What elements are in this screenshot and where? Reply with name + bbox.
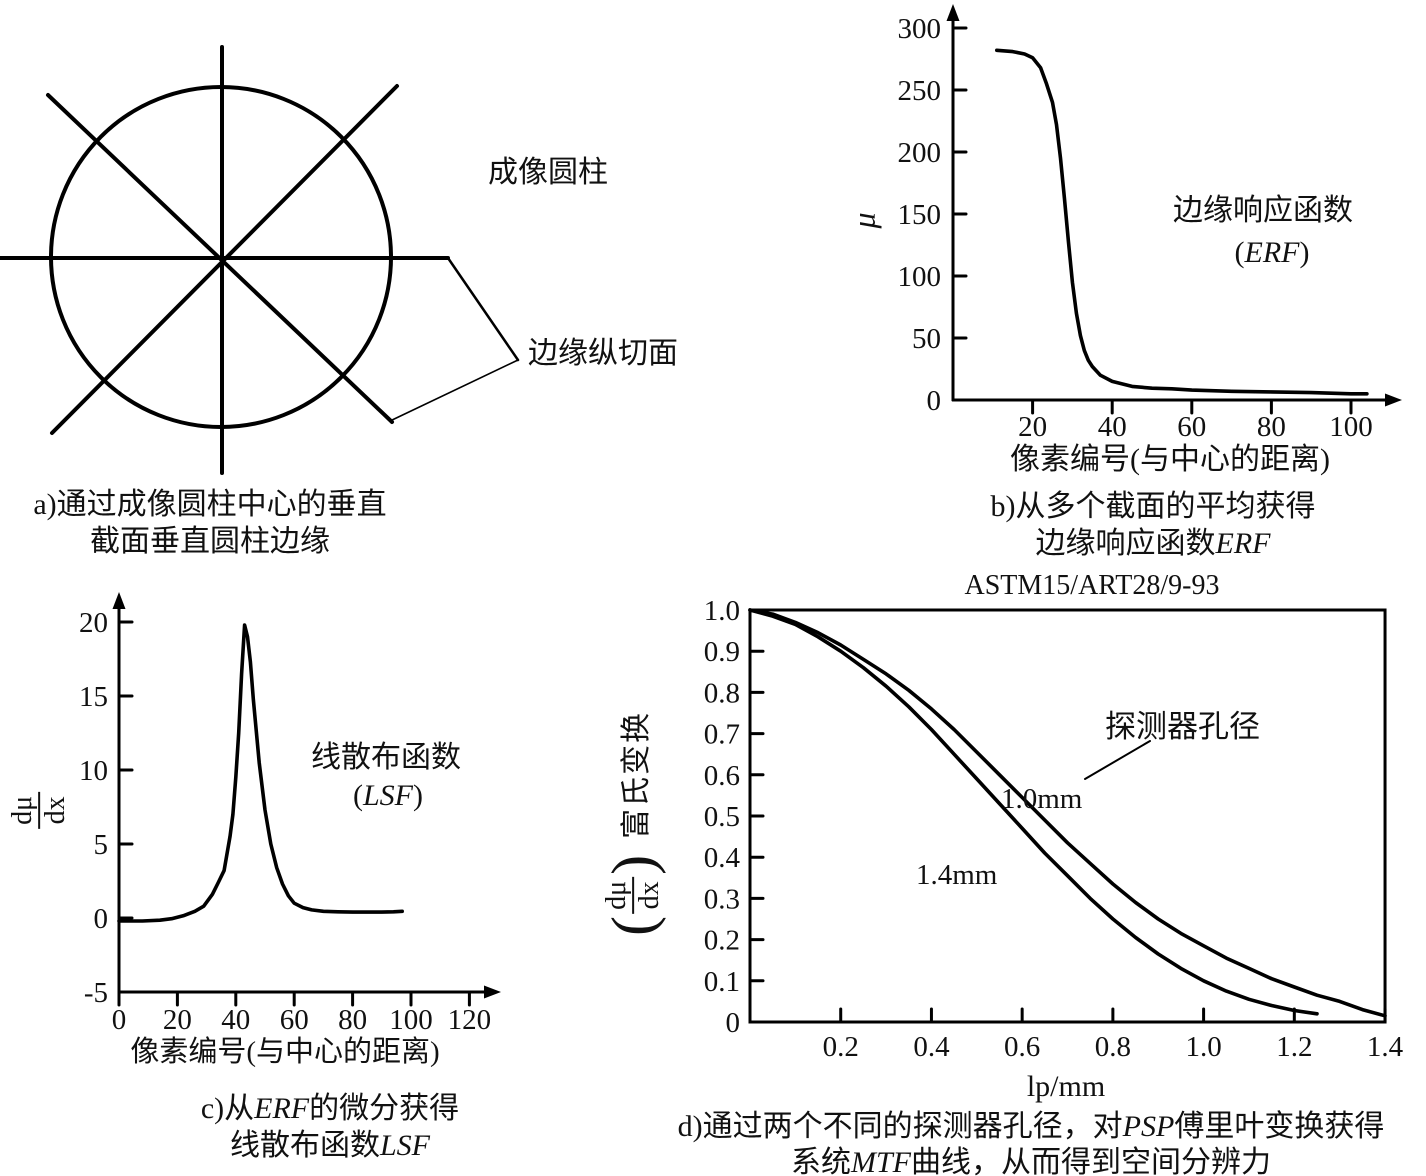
curve-label-1-0mm: 1.0mm bbox=[1001, 783, 1083, 815]
mtf-y-axis-label: ( dμ dx ) 富氏变换 bbox=[558, 678, 708, 970]
erf-y-tick-label: 50 bbox=[912, 323, 941, 355]
lsf-y-tick-label: 0 bbox=[94, 903, 109, 935]
erf-y-axis-arrow-icon bbox=[946, 4, 960, 21]
mtf-x-tick-label: 0.4 bbox=[913, 1031, 950, 1063]
mtf-x-tick-label: 1.0 bbox=[1185, 1031, 1221, 1063]
mtf-y-tick-label: 0.2 bbox=[704, 925, 740, 957]
mtf-x-tick-label: 1.4 bbox=[1367, 1031, 1404, 1063]
erf-x-axis-label: 像素编号(与中心的距离) bbox=[1010, 443, 1330, 476]
detector-aperture-leader-line bbox=[1084, 740, 1151, 780]
lsf-x-tick-label: 80 bbox=[338, 1004, 367, 1036]
mtf-curve-1.0mm bbox=[748, 608, 1387, 1018]
erf-y-axis-label: μ bbox=[840, 196, 888, 244]
caption-d: d)通过两个不同的探测器孔径，对PSP傅里叶变换获得 系统MTF曲线，从而得到空… bbox=[636, 1109, 1426, 1176]
edge-section-label: 边缘纵切面 bbox=[528, 337, 678, 370]
mtf-x-axis-label: lp/mm bbox=[1026, 1070, 1106, 1103]
erf-x-axis-arrow-icon bbox=[1385, 393, 1402, 407]
lsf-y-tick-label: -5 bbox=[84, 977, 108, 1009]
lsf-x-axis-label: 像素编号(与中心的距离) bbox=[130, 1036, 440, 1068]
lsf-annotation-abbrev: (LSF) bbox=[352, 779, 424, 812]
curve-label-1-4mm: 1.4mm bbox=[916, 859, 998, 891]
lsf-x-tick-label: 40 bbox=[221, 1004, 250, 1036]
mtf-y-tick-label: 0.4 bbox=[704, 842, 741, 874]
open-paren: ( bbox=[600, 915, 667, 936]
lsf-x-tick-label: 60 bbox=[280, 1004, 309, 1036]
close-paren: ) bbox=[600, 854, 667, 875]
lsf-y-axis-arrow-icon bbox=[112, 592, 126, 609]
erf-x-tick-label: 80 bbox=[1257, 411, 1286, 443]
caption-a: a)通过成像圆柱中心的垂直 截面垂直圆柱边缘 bbox=[5, 486, 415, 560]
dmu-dx-fraction: dμ dx bbox=[601, 876, 666, 914]
lsf-curve bbox=[117, 623, 405, 923]
cylinder-label: 成像圆柱 bbox=[488, 156, 608, 189]
lsf-y-tick-label: 5 bbox=[94, 829, 109, 861]
mtf-y-tick-label: 0.1 bbox=[704, 966, 740, 998]
mtf-y-tick-label: 0.7 bbox=[704, 719, 740, 751]
lsf-x-tick-label: 100 bbox=[389, 1004, 433, 1036]
lsf-annotation: 线散布函数 bbox=[311, 741, 461, 774]
caption-a-line2: 截面垂直圆柱边缘 bbox=[90, 525, 330, 558]
mtf-y-tick-label: 0.9 bbox=[704, 636, 740, 668]
mtf-y-tick-label: 0.8 bbox=[704, 677, 740, 709]
mtf-y-tick-label: 0.6 bbox=[704, 760, 740, 792]
erf-y-tick-label: 0 bbox=[927, 385, 942, 417]
lsf-x-tick-label: 120 bbox=[448, 1004, 492, 1036]
caption-c-line2: 线散布函数LSF bbox=[229, 1129, 430, 1162]
mtf-x-tick-label: 0.2 bbox=[823, 1031, 859, 1063]
lsf-x-axis-arrow-icon bbox=[484, 985, 501, 999]
erf-x-tick-label: 100 bbox=[1329, 411, 1373, 443]
caption-c-line1: c)从ERF的微分获得 bbox=[200, 1092, 460, 1125]
erf-y-tick-label: 200 bbox=[898, 137, 942, 169]
mtf-x-tick-label: 0.8 bbox=[1095, 1031, 1131, 1063]
mtf-curve-1.4mm bbox=[748, 608, 1319, 1016]
mtf-y-tick-label: 0 bbox=[726, 1007, 741, 1039]
erf-x-tick-label: 60 bbox=[1177, 411, 1206, 443]
erf-y-tick-label: 100 bbox=[898, 261, 942, 293]
lsf-y-tick-label: 10 bbox=[79, 755, 108, 787]
lsf-x-tick-label: 0 bbox=[112, 1004, 127, 1036]
mtf-x-tick-label: 1.2 bbox=[1276, 1031, 1312, 1063]
mtf-x-tick-label: 0.6 bbox=[1004, 1031, 1040, 1063]
erf-curve bbox=[994, 48, 1369, 396]
lsf-y-axis-label: dμ dx bbox=[0, 752, 80, 868]
caption-b-line1: b)从多个截面的平均获得 bbox=[990, 490, 1316, 523]
caption-c: c)从ERF的微分获得 线散布函数LSF bbox=[130, 1090, 530, 1164]
erf-x-tick-label: 20 bbox=[1018, 411, 1047, 443]
mu-symbol: μ bbox=[845, 211, 882, 229]
caption-d-line1: d)通过两个不同的探测器孔径，对PSP傅里叶变换获得 bbox=[677, 1110, 1385, 1143]
caption-d-line2: 系统MTF曲线，从而得到空间分辨力 bbox=[791, 1146, 1271, 1176]
lsf-y-tick-label: 15 bbox=[79, 681, 108, 713]
diagonal-section-line bbox=[50, 84, 399, 435]
caption-b-line2: 边缘响应函数ERF bbox=[1035, 527, 1271, 560]
lsf-y-tick-label: 20 bbox=[79, 607, 108, 639]
erf-x-tick-label: 40 bbox=[1098, 411, 1127, 443]
dmu-dx-fraction: dμ dx bbox=[8, 791, 73, 829]
mtf-annotation-detector-aperture: 探测器孔径 bbox=[1105, 709, 1260, 744]
mtf-y-tick-label: 1.0 bbox=[704, 595, 740, 627]
lsf-x-tick-label: 20 bbox=[163, 1004, 192, 1036]
erf-y-tick-label: 250 bbox=[898, 75, 942, 107]
caption-a-line1: a)通过成像圆柱中心的垂直 bbox=[33, 488, 387, 521]
erf-y-tick-label: 300 bbox=[898, 13, 942, 45]
mtf-y-tick-label: 0.3 bbox=[704, 883, 740, 915]
leader-line bbox=[446, 256, 520, 362]
erf-annotation-abbrev: (ERF) bbox=[1234, 236, 1310, 269]
fourier-transform-label: 富氏变换 bbox=[620, 710, 654, 839]
mtf-title: ASTM15/ART28/9-93 bbox=[964, 570, 1220, 601]
erf-annotation: 边缘响应函数 bbox=[1173, 194, 1353, 227]
mtf-y-tick-label: 0.5 bbox=[704, 801, 740, 833]
leader-line bbox=[389, 359, 519, 422]
erf-y-tick-label: 150 bbox=[898, 199, 942, 231]
caption-b: b)从多个截面的平均获得 边缘响应函数ERF bbox=[953, 488, 1353, 562]
diagonal-section-line bbox=[46, 93, 394, 424]
